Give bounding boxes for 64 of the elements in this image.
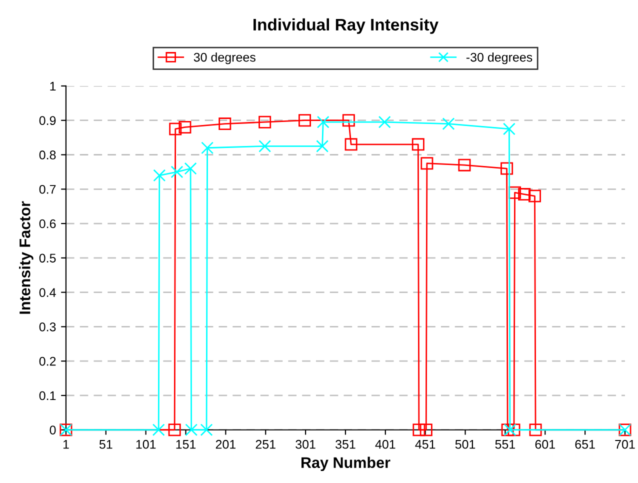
y-tick-label: 0.1 xyxy=(39,391,56,400)
point xyxy=(442,118,455,130)
x-tick-label: 1 xyxy=(63,440,69,449)
point xyxy=(344,138,358,151)
x-tick-label: 301 xyxy=(296,440,316,449)
point xyxy=(153,169,166,182)
x-tick-label: 701 xyxy=(615,440,635,449)
x-axis-title: Ray Number xyxy=(302,456,390,472)
y-tick-label: 1 xyxy=(50,82,56,91)
x-tick-label: 401 xyxy=(375,440,396,449)
y-tick-label: 0.6 xyxy=(39,219,56,228)
y-tick-label: 0.4 xyxy=(39,288,56,297)
x-tick-label: 551 xyxy=(495,440,516,449)
x-tick-label: 451 xyxy=(415,440,436,449)
y-tick-label: 0.9 xyxy=(39,116,56,126)
x-tick-label: 351 xyxy=(336,440,356,449)
x-tick-label: 51 xyxy=(99,440,112,449)
y-tick-label: 0.3 xyxy=(39,322,56,332)
point xyxy=(420,424,432,436)
y-tick-label: 0.5 xyxy=(39,254,56,263)
point xyxy=(178,120,192,134)
y-tick-label: 0.7 xyxy=(39,184,56,194)
point xyxy=(258,140,272,152)
x-tick-label: 651 xyxy=(575,440,595,449)
point xyxy=(504,424,516,436)
point xyxy=(529,424,542,436)
point xyxy=(185,424,198,436)
y-tick-label: 0.2 xyxy=(39,356,56,366)
legend-label: 30 degrees xyxy=(194,52,256,64)
y-tick-label: 0 xyxy=(50,426,56,435)
point xyxy=(201,142,214,154)
point xyxy=(502,122,516,136)
point xyxy=(316,116,330,128)
point xyxy=(298,114,311,127)
point xyxy=(169,122,182,136)
point xyxy=(518,188,531,201)
point xyxy=(412,424,426,436)
point xyxy=(342,114,355,127)
y-axis-title: Intensity Factor xyxy=(19,201,34,314)
point xyxy=(170,166,184,178)
point xyxy=(458,158,471,172)
point xyxy=(218,118,232,130)
x-tick-label: 151 xyxy=(176,440,196,449)
point xyxy=(500,162,514,175)
x-tick-label: 501 xyxy=(455,440,476,449)
y-tick-label: 0.8 xyxy=(39,150,56,160)
x-tick-label: 201 xyxy=(216,440,236,449)
x-tick-label: 251 xyxy=(256,440,276,449)
point xyxy=(316,140,329,152)
point xyxy=(501,424,514,436)
point xyxy=(258,116,272,128)
point xyxy=(528,190,541,202)
legend-label: -30 degrees xyxy=(466,52,532,64)
point xyxy=(184,162,197,175)
point xyxy=(412,138,424,151)
point xyxy=(508,424,520,436)
chart-title: Individual Ray Intensity xyxy=(254,18,438,34)
x-tick-label: 101 xyxy=(136,440,156,449)
point xyxy=(378,116,391,128)
point xyxy=(200,424,213,436)
point xyxy=(168,424,181,436)
x-tick-label: 601 xyxy=(535,440,555,449)
point xyxy=(152,424,165,436)
point xyxy=(420,157,434,170)
